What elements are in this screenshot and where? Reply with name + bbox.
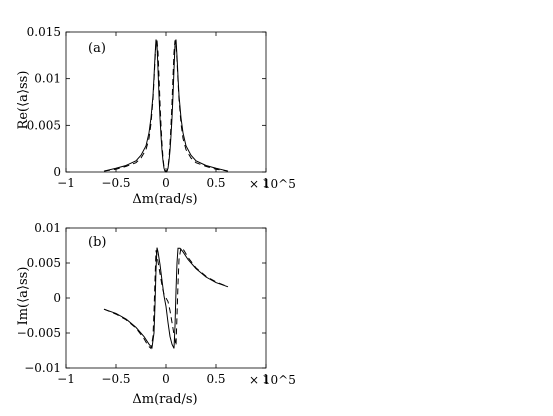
panel-b-ytick-label: 0.01: [34, 221, 61, 235]
panel-b-ytick-label: 0: [53, 291, 61, 305]
panel-b-ytick-label: 0.005: [27, 256, 61, 270]
panel-a-xtick-label: 0.5: [206, 176, 225, 190]
panel-a-xtick-label: 0: [162, 176, 170, 190]
panel-b-xtick-label: 1: [262, 372, 270, 386]
panel-b-xtick-label: −0.5: [101, 372, 130, 386]
panel-a-ytick-label: 0.015: [27, 25, 61, 39]
panel-a: −1 −0.5 0 0.5 1 0 0.005 0.01 0.015 (a) Re(⟨a⟩ss)…: [16, 25, 296, 207]
panel-b-ytick-label: −0.01: [24, 361, 61, 375]
panel-b-plot-area: −1 −0.5 0 0.5 1 −0.01 −0.005 0 0.005 0.01: [17, 221, 270, 386]
panel-a-series-solid: [103, 39, 229, 173]
panel-a-xtick-label: −1: [57, 176, 75, 190]
panel-b-series-solid: [103, 247, 229, 349]
panel-a-ytick-label: 0: [53, 165, 61, 179]
panel-a-ylabel: Re(⟨a⟩ss): [16, 71, 31, 130]
panel-b-series-dashed: [103, 246, 229, 350]
panel-b-xlabel: Δm(rad/s): [132, 392, 197, 407]
panel-a-ytick-label: 0.01: [34, 72, 61, 86]
panel-a-xlabel: Δm(rad/s): [132, 192, 197, 207]
panel-b-xtick-label: 0: [162, 372, 170, 386]
panel-a-x-multiplier: × 10^5: [249, 177, 296, 191]
panel-a-ytick-label: 0.005: [27, 118, 61, 132]
panel-a-plot-area: −1 −0.5 0 0.5 1 0 0.005 0.01 0.015: [27, 25, 270, 190]
panel-a-xtick-label: −0.5: [101, 176, 130, 190]
panel-b-x-multiplier: × 10^5: [249, 373, 296, 387]
panel-b: −1 −0.5 0 0.5 1 −0.01 −0.005 0 0.005 0.01 (b) Im(…: [16, 221, 296, 407]
panel-a-series-dashed: [103, 40, 229, 173]
panel-b-label: (b): [88, 235, 106, 250]
panel-b-ytick-label: −0.005: [17, 326, 61, 340]
panel-a-xtick-label: 1: [262, 176, 270, 190]
panel-b-xtick-label: 0.5: [206, 372, 225, 386]
panel-b-xtick-label: −1: [57, 372, 75, 386]
panel-b-ylabel: Im(⟨a⟩ss): [16, 267, 31, 326]
panel-a-label: (a): [88, 41, 106, 56]
